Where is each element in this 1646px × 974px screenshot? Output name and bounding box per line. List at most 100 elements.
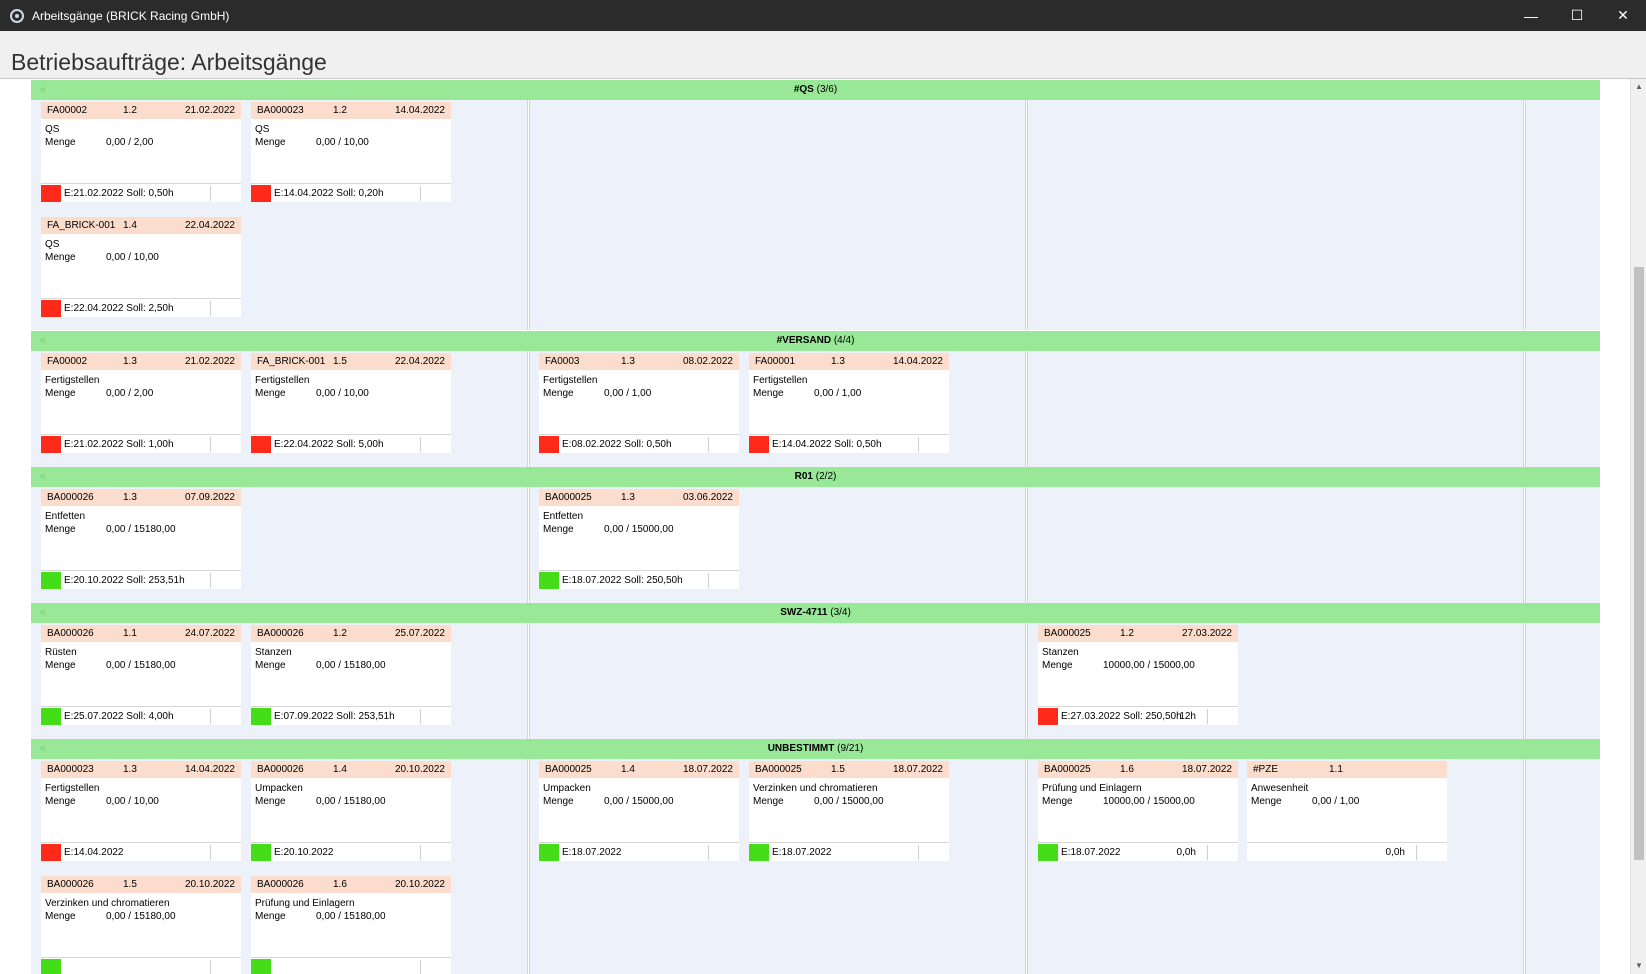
operation-card[interactable]: FA00002 1.2 21.02.2022 QS Menge 0,00 / 2,00 E:… — [41, 102, 241, 202]
scroll-down-icon[interactable]: ▼ — [1635, 961, 1643, 970]
card-date: 21.02.2022 — [184, 356, 235, 367]
card-order-number: BA000026 — [257, 628, 304, 639]
operation-card[interactable]: FA_BRICK-001 1.4 22.04.2022 QS Menge 0,00 / 1… — [41, 217, 241, 317]
card-quantity-value: 0,00 / 15000,00 — [604, 524, 674, 535]
footer-separator — [420, 960, 421, 974]
group-header-unbestimmt[interactable]: « UNBESTIMMT (9/21) — [31, 739, 1600, 759]
card-schedule-text: E:20.10.2022 — [274, 847, 334, 858]
card-operation: Fertigstellen — [255, 375, 310, 386]
operation-card[interactable]: BA000025 1.3 03.06.2022 Entfetten Menge 0,00 … — [539, 489, 739, 589]
group-body-qs: FA00002 1.2 21.02.2022 QS Menge 0,00 / 2,00 E:… — [31, 100, 1600, 330]
footer-separator — [210, 301, 211, 316]
operation-card[interactable]: BA000025 1.6 18.07.2022 Prüfung und Einlage… — [1038, 761, 1238, 861]
card-header: BA000025 1.6 18.07.2022 — [1038, 761, 1238, 778]
footer-separator — [210, 845, 211, 860]
collapse-icon[interactable]: « — [40, 471, 46, 482]
collapse-icon[interactable]: « — [40, 607, 46, 618]
card-footer: E:20.10.2022 Soll: 253,51h — [41, 570, 241, 589]
card-step-number: 1.6 — [333, 879, 347, 890]
status-indicator — [41, 572, 61, 589]
group-header-qs[interactable]: « #QS (3/6) — [31, 80, 1600, 100]
operation-card[interactable]: BA000025 1.4 18.07.2022 Umpacken Menge 0,00 /… — [539, 761, 739, 861]
group-header-versand[interactable]: « #VERSAND (4/4) — [31, 331, 1600, 351]
card-time-value: 12h — [1179, 711, 1196, 722]
group-body-swz: BA000026 1.1 24.07.2022 Rüsten Menge 0,00 / 1… — [31, 623, 1600, 739]
window-title: Arbeitsgänge (BRICK Racing GmbH) — [32, 8, 230, 23]
maximize-icon[interactable]: ☐ — [1570, 7, 1584, 23]
operation-card[interactable]: BA000026 1.6 20.10.2022 Prüfung und Einlage… — [251, 876, 451, 974]
operation-card[interactable]: BA000026 1.2 25.07.2022 Stanzen Menge 0,00 / … — [251, 625, 451, 725]
operation-card[interactable]: BA000026 1.5 20.10.2022 Verzinken und chrom… — [41, 876, 241, 974]
card-header: FA_BRICK-001 1.5 22.04.2022 — [251, 353, 451, 370]
card-quantity-value: 0,00 / 1,00 — [814, 388, 862, 399]
group-count: (9/21) — [837, 743, 864, 754]
card-footer — [41, 957, 241, 974]
minimize-icon[interactable]: — — [1524, 7, 1538, 24]
operation-card[interactable]: BA000025 1.5 18.07.2022 Verzinken und chrom… — [749, 761, 949, 861]
card-order-number: BA000025 — [1044, 764, 1091, 775]
card-quantity-label: Menge — [45, 524, 76, 535]
card-quantity-label: Menge — [543, 524, 574, 535]
operation-card[interactable]: FA_BRICK-001 1.5 22.04.2022 Fertigstellen Me… — [251, 353, 451, 453]
footer-separator — [708, 437, 709, 452]
card-date: 03.06.2022 — [682, 492, 733, 503]
operation-card[interactable]: BA000026 1.4 20.10.2022 Umpacken Menge 0,00 /… — [251, 761, 451, 861]
app-logo-icon — [10, 8, 24, 23]
operation-card[interactable]: BA000026 1.3 07.09.2022 Entfetten Menge 0,00 … — [41, 489, 241, 589]
scroll-up-icon[interactable]: ▲ — [1635, 82, 1643, 91]
operation-card[interactable]: BA000026 1.1 24.07.2022 Rüsten Menge 0,00 / 1… — [41, 625, 241, 725]
card-header: BA000025 1.2 27.03.2022 — [1038, 625, 1238, 642]
card-order-number: BA000026 — [257, 879, 304, 890]
operations-board[interactable]: « #QS (3/6) FA00002 1.2 21.02.2022 QS Menge 0,0… — [0, 79, 1630, 974]
group-count: (2/2) — [815, 471, 837, 482]
column-divider — [1523, 100, 1526, 330]
operation-card[interactable]: #PZE 1.1 Anwesenheit Menge 0,00 / 1,00 0,0h — [1247, 761, 1447, 861]
operation-card[interactable]: FA00002 1.3 21.02.2022 Fertigstellen Menge 0,… — [41, 353, 241, 453]
card-quantity-label: Menge — [255, 911, 286, 922]
group-name: SWZ-4711 — [780, 607, 828, 618]
status-indicator — [41, 185, 61, 202]
column-divider — [527, 487, 530, 603]
collapse-icon[interactable]: « — [40, 84, 46, 95]
status-indicator — [251, 959, 271, 974]
card-date: 20.10.2022 — [394, 764, 445, 775]
card-step-number: 1.2 — [123, 105, 137, 116]
card-header: BA000026 1.1 24.07.2022 — [41, 625, 241, 642]
column-divider — [527, 351, 530, 467]
card-order-number: BA000026 — [47, 492, 94, 503]
card-quantity-value: 0,00 / 2,00 — [106, 388, 154, 399]
close-icon[interactable]: ✕ — [1617, 7, 1629, 23]
collapse-icon[interactable]: « — [40, 335, 46, 346]
operation-card[interactable]: BA000023 1.2 14.04.2022 QS Menge 0,00 / 10,00… — [251, 102, 451, 202]
card-schedule-text: E:21.02.2022 Soll: 1,00h — [64, 439, 174, 450]
column-divider — [1025, 100, 1028, 330]
card-quantity-value: 0,00 / 15180,00 — [106, 524, 176, 535]
footer-separator — [1416, 845, 1417, 860]
footer-separator — [420, 709, 421, 724]
status-indicator — [41, 959, 61, 974]
group-header-r01[interactable]: « R01 (2/2) — [31, 467, 1600, 487]
card-operation: Entfetten — [543, 511, 584, 522]
operation-card[interactable]: FA0003 1.3 08.02.2022 Fertigstellen Menge 0,0… — [539, 353, 739, 453]
group-count: (3/4) — [830, 607, 851, 618]
operation-card[interactable]: FA00001 1.3 14.04.2022 Fertigstellen Menge 0,… — [749, 353, 949, 453]
operation-card[interactable]: BA000025 1.2 27.03.2022 Stanzen Menge 10000,0… — [1038, 625, 1238, 725]
card-footer: E:18.07.2022 Soll: 250,50h — [539, 570, 739, 589]
footer-separator — [210, 573, 211, 588]
card-step-number: 1.3 — [123, 492, 137, 503]
card-time-value: 0,0h — [1176, 847, 1196, 858]
card-date: 24.07.2022 — [184, 628, 235, 639]
status-indicator — [251, 708, 271, 725]
scrollbar-thumb[interactable] — [1634, 267, 1644, 860]
status-indicator — [251, 436, 271, 453]
footer-separator — [210, 437, 211, 452]
group-body-versand: FA00002 1.3 21.02.2022 Fertigstellen Menge 0,… — [31, 351, 1600, 467]
operation-card[interactable]: BA000023 1.3 14.04.2022 Fertigstellen Menge 0… — [41, 761, 241, 861]
card-order-number: #PZE — [1253, 764, 1279, 775]
collapse-icon[interactable]: « — [40, 743, 46, 754]
card-quantity-label: Menge — [255, 660, 286, 671]
card-quantity-value: 0,00 / 15000,00 — [814, 796, 884, 807]
group-header-swz[interactable]: « SWZ-4711 (3/4) — [31, 603, 1600, 623]
vertical-scrollbar[interactable]: ▲ ▼ — [1630, 79, 1646, 974]
card-schedule-text: E:18.07.2022 — [1061, 847, 1121, 858]
